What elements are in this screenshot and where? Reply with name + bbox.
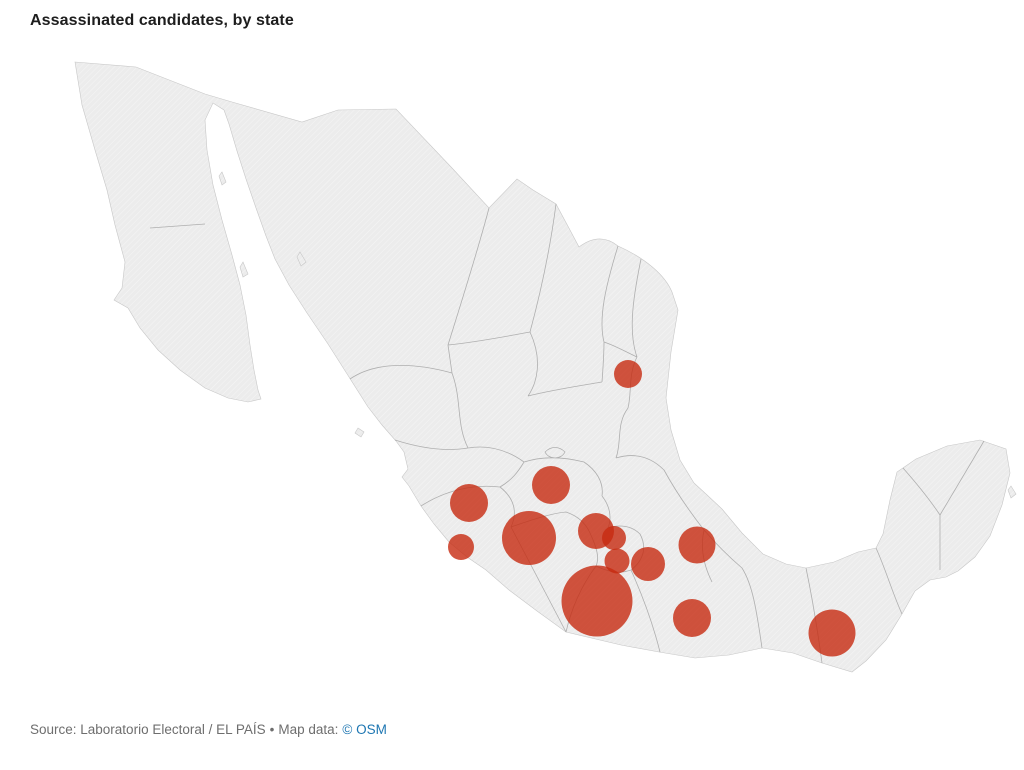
symbol-chiapas[interactable] — [808, 609, 856, 657]
symbol-guanajuato[interactable] — [532, 466, 570, 504]
symbol-guerrero[interactable] — [561, 565, 633, 637]
page-title: Assassinated candidates, by state — [30, 12, 294, 29]
symbol-ciudad-de-mexico[interactable] — [602, 526, 626, 550]
symbol-layer — [448, 360, 856, 657]
symbol-colima[interactable] — [448, 534, 474, 560]
symbol-puebla[interactable] — [631, 547, 665, 581]
mexico-landmass — [74, 61, 1017, 673]
footer-separator: • — [269, 722, 275, 737]
map-data-label: Map data: — [278, 722, 339, 737]
symbol-tamaulipas[interactable] — [614, 360, 642, 388]
symbol-oaxaca[interactable] — [673, 599, 711, 637]
symbol-morelos[interactable] — [604, 548, 630, 574]
attribution-footer: Source: Laboratorio Electoral / EL PAÍS •… — [30, 722, 387, 737]
source-text: Source: Laboratorio Electoral / EL PAÍS — [30, 722, 266, 737]
symbol-veracruz[interactable] — [678, 526, 716, 564]
osm-link[interactable]: © OSM — [342, 722, 387, 737]
symbol-jalisco[interactable] — [450, 484, 488, 522]
symbol-michoacan[interactable] — [502, 511, 556, 565]
